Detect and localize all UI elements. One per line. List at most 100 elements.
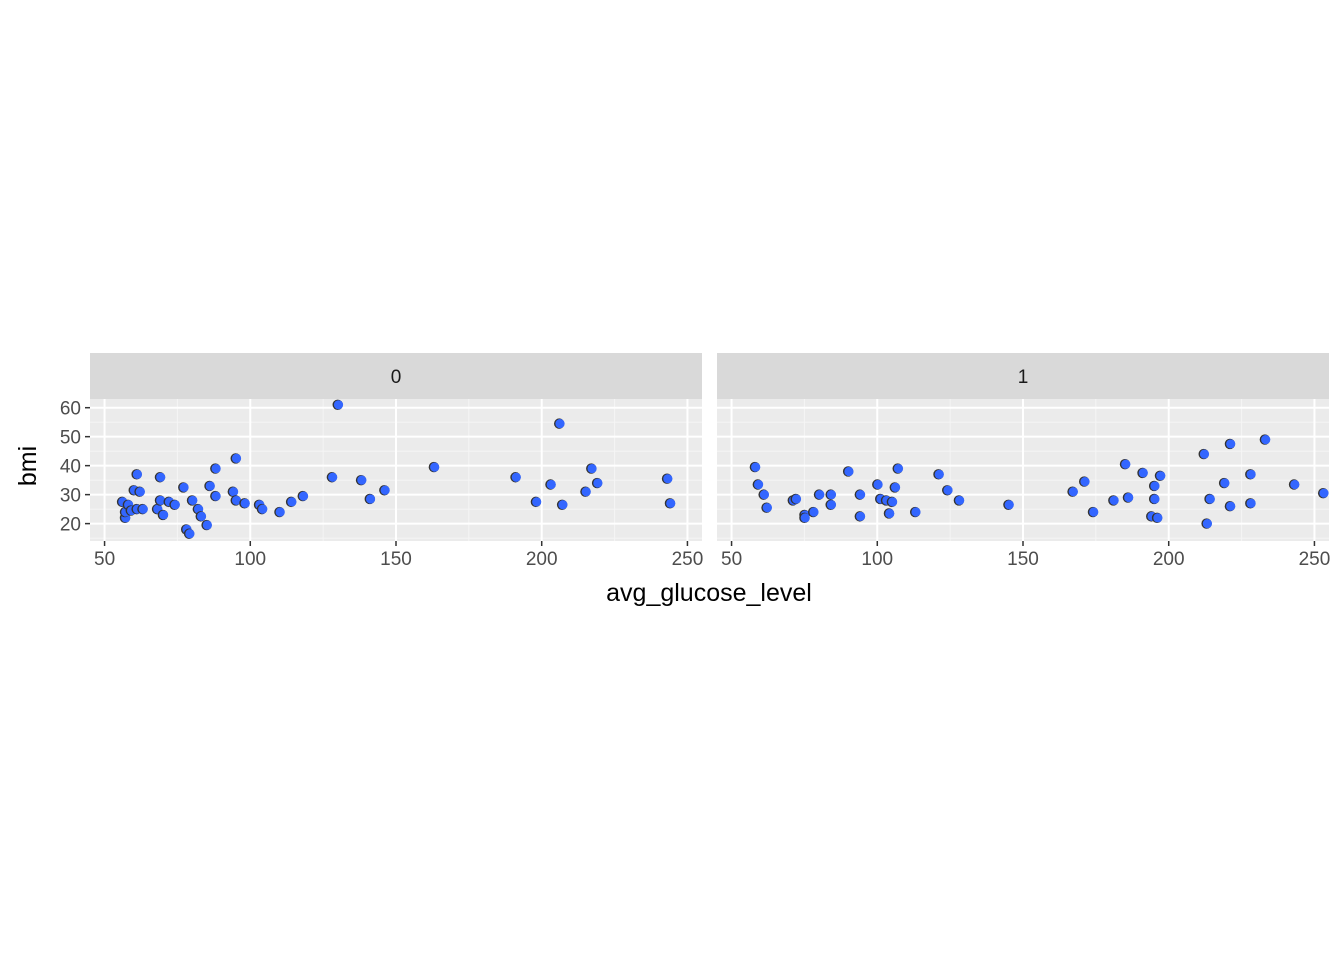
facet-strip-label: 1 (1018, 367, 1029, 388)
data-point (890, 482, 901, 492)
data-point (1156, 471, 1166, 481)
data-point (663, 474, 673, 484)
data-point (800, 513, 810, 523)
data-point (1226, 439, 1236, 449)
data-point (1004, 500, 1014, 510)
data-point (873, 479, 883, 490)
data-point (1199, 449, 1210, 459)
x-tick-label: 250 (672, 549, 704, 570)
data-point (211, 491, 221, 501)
data-point (202, 520, 212, 530)
data-point (1246, 498, 1256, 508)
x-tick-label: 150 (380, 549, 412, 570)
data-point (555, 419, 565, 429)
facet-panel-0: 0 50 100 150 200 250 (90, 353, 703, 570)
data-point (231, 453, 242, 464)
data-point (1089, 507, 1099, 517)
data-point (179, 482, 189, 492)
data-point (430, 462, 440, 472)
data-point (581, 487, 591, 497)
x-tick-label: 250 (1299, 549, 1331, 570)
data-point (893, 463, 904, 474)
facet-strip (90, 353, 702, 399)
data-point (759, 490, 770, 500)
data-point (1205, 494, 1215, 504)
x-tick-label: 100 (234, 549, 266, 570)
data-point (211, 463, 221, 474)
data-point (138, 504, 148, 514)
data-point (1202, 519, 1212, 529)
data-point (287, 497, 297, 507)
data-point (844, 466, 854, 477)
data-point (135, 487, 145, 497)
data-point (943, 485, 953, 495)
data-point (170, 500, 180, 510)
y-axis-title: bmi (14, 446, 42, 486)
data-point (365, 494, 376, 504)
data-point (1121, 459, 1131, 469)
data-point (754, 479, 764, 490)
data-point (380, 485, 390, 495)
data-point (955, 495, 965, 506)
data-point (791, 494, 802, 504)
data-point (1124, 492, 1134, 503)
y-tick-label: 20 (60, 515, 81, 536)
facet-strip (717, 353, 1329, 399)
data-point (240, 498, 250, 508)
data-point (1150, 481, 1160, 491)
data-point (546, 479, 556, 490)
y-tick-label: 60 (60, 399, 81, 420)
data-point (762, 503, 772, 513)
y-axis: 20 30 40 50 60 (60, 399, 90, 536)
y-tick-label: 50 (60, 428, 81, 449)
x-tick-label: 150 (1007, 549, 1039, 570)
data-point (159, 510, 169, 520)
data-point (328, 472, 338, 482)
data-point (934, 469, 944, 479)
data-point (357, 475, 367, 485)
data-point (809, 507, 819, 517)
data-point (856, 511, 866, 521)
data-point (593, 478, 603, 488)
x-axis-title: avg_glucose_level (606, 579, 812, 607)
data-point (1261, 434, 1271, 445)
data-point (885, 508, 895, 519)
data-point (532, 497, 542, 507)
data-point (1319, 488, 1329, 498)
data-point (856, 490, 866, 500)
data-point (275, 507, 285, 517)
data-point (1109, 495, 1119, 506)
data-point (196, 511, 207, 521)
data-point (1290, 479, 1300, 490)
data-point (1220, 478, 1230, 488)
x-tick-label: 200 (526, 549, 558, 570)
data-point (587, 463, 597, 474)
x-tick-label: 50 (94, 549, 115, 570)
data-point (188, 495, 198, 506)
y-tick-label: 30 (60, 486, 81, 507)
data-point (333, 400, 344, 410)
data-point (826, 500, 837, 510)
data-point (1068, 487, 1078, 497)
data-point (911, 507, 921, 517)
data-point (558, 500, 568, 510)
data-point (231, 495, 242, 506)
facet-strip-label: 0 (391, 367, 402, 388)
data-point (815, 490, 825, 500)
data-point (258, 504, 268, 514)
data-point (888, 497, 898, 507)
data-point (1138, 468, 1148, 478)
x-tick-label: 100 (861, 549, 893, 570)
data-point (298, 491, 309, 501)
facet-panel-1: 150 100 150 200 250 (717, 353, 1330, 570)
data-point (666, 498, 676, 508)
x-tick-label: 50 (721, 549, 742, 570)
data-point (229, 487, 239, 497)
data-point (826, 490, 837, 500)
data-point (511, 472, 521, 482)
data-point (156, 495, 166, 506)
data-point (185, 529, 195, 539)
data-point (132, 469, 143, 479)
x-tick-label: 200 (1153, 549, 1185, 570)
